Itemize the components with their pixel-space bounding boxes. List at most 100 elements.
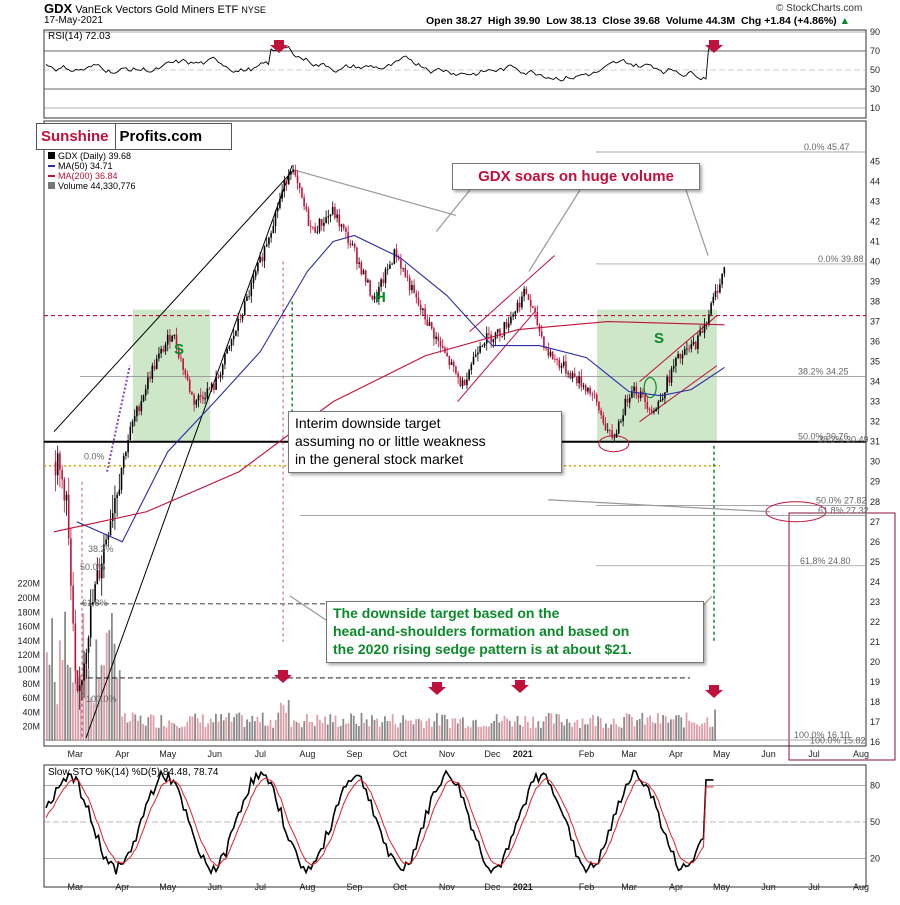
volume-bar xyxy=(441,714,443,741)
pointer-3 xyxy=(528,189,581,272)
bottom-ellipse xyxy=(598,435,630,453)
candle-body xyxy=(433,328,435,339)
volume-bar xyxy=(685,712,688,741)
candle-body xyxy=(325,217,327,223)
volume-bar xyxy=(207,723,209,741)
ticker-symbol: GDX xyxy=(44,1,73,16)
candle-body xyxy=(248,296,250,297)
candle-body xyxy=(538,325,541,332)
month-label: Jul xyxy=(255,882,267,892)
volume-bar xyxy=(659,723,662,741)
volume-bar xyxy=(355,723,358,741)
candle-body xyxy=(362,270,365,275)
candle-body xyxy=(252,276,255,284)
candle-body xyxy=(367,280,369,283)
axis-labels: 9070503010805020161718192021222324252627… xyxy=(17,27,880,892)
candle-body xyxy=(237,319,239,331)
volume-bar xyxy=(664,716,667,741)
candle-body xyxy=(426,319,429,326)
candle-body xyxy=(655,408,657,412)
month-label: Feb xyxy=(579,749,595,759)
candle-body xyxy=(323,222,325,226)
volume-bar xyxy=(77,676,79,741)
purple-path xyxy=(106,365,131,472)
candle-body xyxy=(87,637,90,653)
volume-bar xyxy=(573,722,576,741)
candle-body xyxy=(208,388,211,390)
target-line-3: the 2020 rising sedge pattern is at abou… xyxy=(333,640,632,657)
candle-body xyxy=(81,680,83,686)
candle-body xyxy=(633,386,635,392)
volume-bar xyxy=(636,720,638,741)
candle-body xyxy=(351,244,354,246)
candle-body xyxy=(140,401,143,412)
fib-label: 38.2% 34.25 xyxy=(798,367,849,377)
volume-bar xyxy=(178,728,181,741)
candle-body xyxy=(210,383,213,390)
volume-bar xyxy=(150,714,152,741)
candle-body xyxy=(650,409,653,413)
price-tick-label: 26 xyxy=(870,537,880,547)
volume-bar xyxy=(373,719,376,741)
volume-bar xyxy=(482,725,485,741)
candle-body xyxy=(226,349,228,354)
legend-ma200: MA(200) 36.84 xyxy=(48,171,118,181)
volume-bar xyxy=(589,718,592,741)
candle-body xyxy=(646,402,649,409)
candle-body xyxy=(562,361,565,366)
price-tick-label: 35 xyxy=(870,357,880,367)
volume-bar xyxy=(170,722,173,741)
volume-bar xyxy=(378,726,381,741)
volume-bar xyxy=(584,724,586,741)
volume-bar xyxy=(259,722,261,741)
candle-body xyxy=(76,670,79,691)
volume-swatch-icon xyxy=(48,182,55,189)
candle-body xyxy=(411,284,413,291)
volume-bar xyxy=(425,720,428,741)
candle-body xyxy=(408,277,411,291)
candle-body xyxy=(188,379,191,393)
candle-body xyxy=(613,437,616,439)
volume-bar xyxy=(168,720,170,741)
candle-body xyxy=(303,197,305,207)
pointer-5 xyxy=(547,499,771,513)
candle-body xyxy=(404,267,407,277)
candle-body xyxy=(360,262,363,275)
volume-bar xyxy=(485,726,488,741)
candle-body xyxy=(701,330,704,333)
candle-body xyxy=(105,539,107,545)
volume-bar xyxy=(48,664,51,741)
volume-bar xyxy=(347,723,350,741)
candle-body xyxy=(171,335,173,342)
volume-bar xyxy=(417,718,420,741)
volume-bar xyxy=(290,726,293,741)
volume-bar xyxy=(638,718,641,741)
volume-bar xyxy=(298,722,300,741)
month-label: Mar xyxy=(621,749,637,759)
fund-name: VanEck Vectors Gold Miners ETF xyxy=(75,4,239,16)
candle-body xyxy=(173,334,176,336)
left-shoulder-zone xyxy=(132,309,211,442)
month-label: Jun xyxy=(761,882,776,892)
candle-body xyxy=(78,685,81,691)
volume-bar xyxy=(534,727,537,741)
candle-body xyxy=(371,295,374,300)
candle-body xyxy=(316,231,319,233)
volume-bar xyxy=(701,723,703,741)
volume-bar xyxy=(202,714,204,741)
candle-body xyxy=(336,214,338,218)
candle-body xyxy=(107,535,110,540)
volume-bar xyxy=(251,715,254,741)
candle-body xyxy=(243,301,246,316)
month-label: Apr xyxy=(115,882,129,892)
volume-bar xyxy=(571,726,573,741)
volume-bar xyxy=(345,723,347,741)
month-label: Aug xyxy=(299,749,315,759)
candle-body xyxy=(679,353,682,359)
candle-body xyxy=(340,224,343,227)
volume-bar xyxy=(410,720,412,741)
candle-body xyxy=(512,314,514,317)
candle-body xyxy=(312,226,314,228)
candle-body xyxy=(477,352,479,355)
candle-body xyxy=(382,279,385,284)
